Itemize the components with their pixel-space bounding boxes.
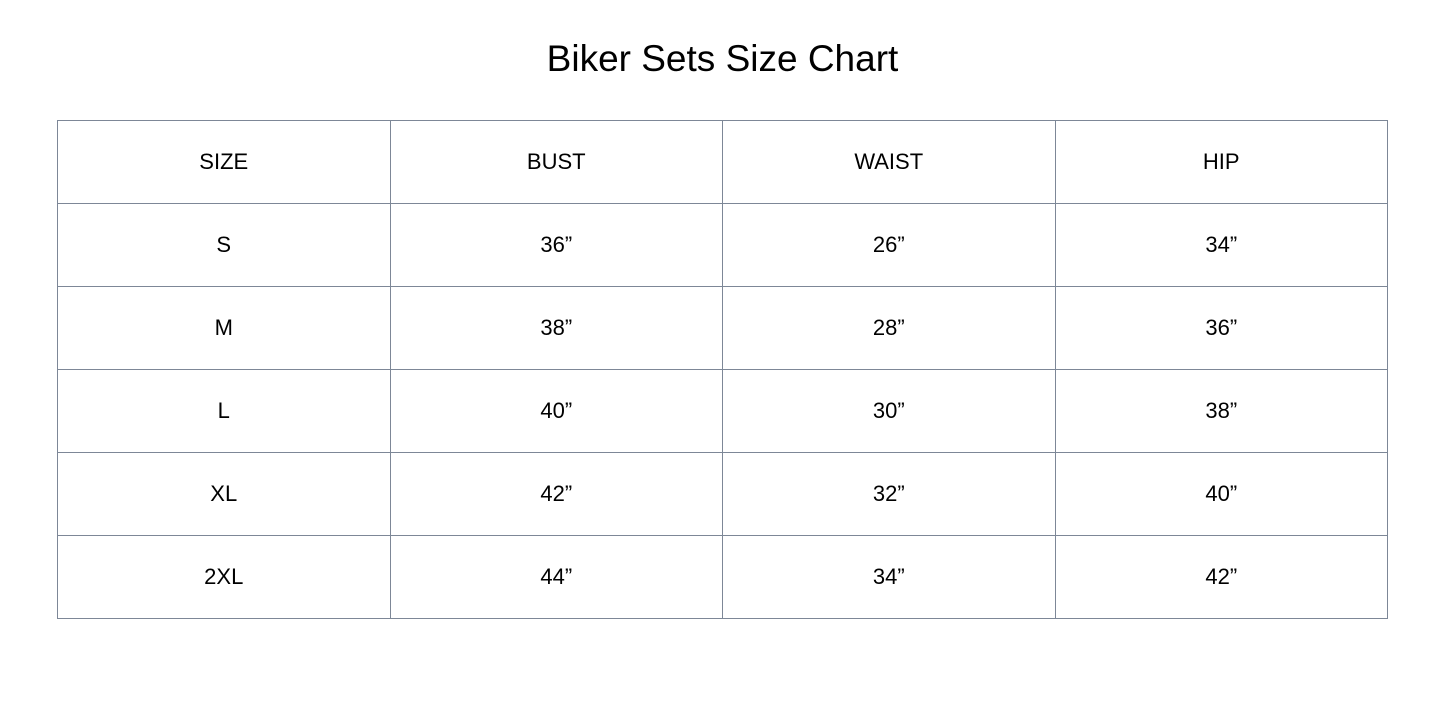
table-cell: 42” xyxy=(389,452,723,536)
table-cell: 40” xyxy=(389,369,723,453)
table-cell: 2XL xyxy=(57,535,391,619)
column-header: BUST xyxy=(389,120,723,204)
table-cell: 36” xyxy=(1054,286,1388,370)
size-chart-table: SIZE BUST WAIST HIP S 36” 26” 34” M 38” 28” 36” L 40”… xyxy=(57,120,1388,619)
column-header: WAIST xyxy=(722,120,1056,204)
column-header: HIP xyxy=(1054,120,1388,204)
table-cell: L xyxy=(57,369,391,453)
table-cell: S xyxy=(57,203,391,287)
table-cell: 42” xyxy=(1054,535,1388,619)
table-cell: 36” xyxy=(389,203,723,287)
header-row: SIZE BUST WAIST HIP xyxy=(57,120,1388,204)
table-row: 2XL 44” 34” 42” xyxy=(57,535,1388,619)
table-cell: 30” xyxy=(722,369,1056,453)
table-cell: 34” xyxy=(722,535,1056,619)
table-cell: 38” xyxy=(389,286,723,370)
table-row: S 36” 26” 34” xyxy=(57,203,1388,287)
page-title: Biker Sets Size Chart xyxy=(546,38,899,79)
table-cell: 38” xyxy=(1054,369,1388,453)
table-row: L 40” 30” 38” xyxy=(57,369,1388,453)
table-cell: XL xyxy=(57,452,391,536)
table-row: XL 42” 32” 40” xyxy=(57,452,1388,536)
table-cell: 40” xyxy=(1054,452,1388,536)
table-row: M 38” 28” 36” xyxy=(57,286,1388,370)
table-cell: 44” xyxy=(389,535,723,619)
table-cell: 28” xyxy=(722,286,1056,370)
column-header: SIZE xyxy=(57,120,391,204)
table-cell: 26” xyxy=(722,203,1056,287)
table-cell: 32” xyxy=(722,452,1056,536)
table-cell: M xyxy=(57,286,391,370)
table-cell: 34” xyxy=(1054,203,1388,287)
